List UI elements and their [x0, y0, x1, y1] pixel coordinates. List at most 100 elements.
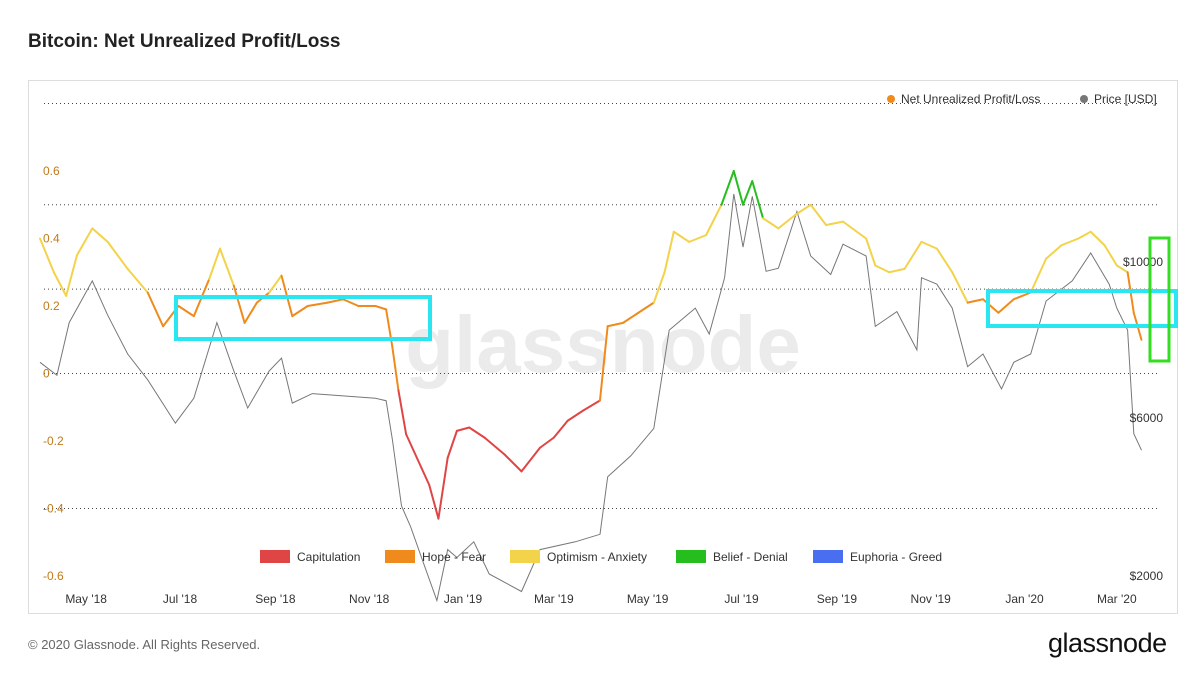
nupl-segment — [405, 433, 423, 469]
x-tick-label: Jan '20 — [1005, 592, 1044, 606]
nupl-segment — [874, 264, 891, 274]
zone-legend-swatch — [813, 550, 843, 563]
nupl-segment — [637, 301, 655, 314]
nupl-segment — [842, 220, 868, 240]
nupl-segment — [39, 237, 55, 274]
nupl-segment — [75, 227, 94, 257]
zone-legend-swatch — [260, 550, 290, 563]
legend-label[interactable]: Net Unrealized Profit/Loss — [901, 92, 1040, 106]
nupl-segment — [672, 230, 691, 243]
nupl-segment — [391, 345, 400, 392]
glassnode-logo: glassnode — [1048, 628, 1167, 658]
nupl-segment — [65, 254, 78, 297]
nupl-segment — [688, 234, 708, 243]
nupl-segment — [1045, 244, 1063, 260]
nupl-segment — [552, 419, 569, 439]
nupl-segment — [538, 436, 555, 449]
nupl-segment — [468, 426, 486, 439]
nupl-segment — [935, 247, 954, 274]
x-tick-label: Sep '19 — [817, 592, 858, 606]
nupl-segment — [306, 301, 329, 307]
nupl-segment — [374, 305, 388, 311]
zone-legend-label[interactable]: Hope - Fear — [422, 550, 486, 564]
x-tick-label: May '19 — [627, 592, 669, 606]
y-right-tick-label: $6000 — [1130, 411, 1164, 425]
nupl-segment — [146, 291, 165, 328]
nupl-segment — [762, 217, 780, 230]
nupl-segment — [446, 429, 458, 459]
nupl-segment — [598, 325, 609, 402]
nupl-segment — [503, 453, 523, 473]
nupl-segment — [1029, 257, 1048, 294]
highlight-box-march-2020 — [1148, 236, 1171, 363]
nupl-segment — [268, 274, 283, 294]
nupl-segment — [483, 436, 506, 456]
nupl-segment — [951, 271, 969, 304]
nupl-segment — [208, 247, 221, 280]
y-left-tick-label: 0 — [43, 367, 50, 381]
nupl-segment — [732, 170, 745, 206]
chart-frame — [28, 80, 1178, 614]
nupl-segment — [720, 170, 735, 206]
nupl-segment — [825, 220, 845, 226]
nupl-segment — [566, 409, 585, 422]
x-tick-label: Jul '19 — [724, 592, 759, 606]
nupl-segment — [751, 180, 765, 220]
legend-label[interactable]: Price [USD] — [1094, 92, 1157, 106]
nupl-segment — [794, 203, 812, 216]
nupl-segment — [1089, 230, 1106, 247]
nupl-segment — [622, 311, 640, 324]
nupl-segment — [1103, 244, 1118, 267]
nupl-segment — [777, 213, 797, 230]
highlight-box-2018 — [174, 295, 432, 341]
nupl-segment — [232, 284, 246, 324]
x-tick-label: Jul '18 — [163, 592, 198, 606]
page-title: Bitcoin: Net Unrealized Profit/Loss — [28, 31, 341, 52]
x-tick-label: Nov '18 — [349, 592, 390, 606]
x-tick-label: Jan '19 — [444, 592, 483, 606]
nupl-segment — [865, 237, 877, 267]
highlight-box-2020 — [986, 289, 1178, 328]
zone-legend-label[interactable]: Belief - Denial — [713, 550, 788, 564]
legend-dot — [887, 95, 895, 103]
nupl-segment — [966, 298, 985, 304]
x-tick-label: May '18 — [65, 592, 107, 606]
nupl-segment — [420, 467, 431, 486]
nupl-segment — [1012, 291, 1032, 301]
nupl-segment — [520, 446, 541, 473]
nupl-segment — [888, 267, 906, 274]
zone-legend-label[interactable]: Euphoria - Greed — [850, 550, 942, 564]
zone-legend-label[interactable]: Capitulation — [297, 550, 360, 564]
nupl-segment — [652, 271, 666, 304]
nupl-segment — [342, 298, 360, 307]
zone-legend-swatch — [385, 550, 415, 563]
nupl-segment — [291, 305, 309, 318]
legend-dot — [1080, 95, 1088, 103]
nupl-segment — [52, 271, 68, 297]
x-tick-label: Sep '18 — [255, 592, 296, 606]
nupl-segment — [1060, 237, 1080, 247]
nupl-segment — [663, 230, 675, 274]
nupl-segment — [326, 298, 345, 304]
price-line — [39, 193, 1142, 603]
y-right-tick-label: $10000 — [1123, 255, 1163, 269]
zone-legend-label[interactable]: Optimism - Anxiety — [547, 550, 647, 564]
nupl-segment — [106, 240, 129, 270]
nupl-segment — [920, 240, 938, 250]
nupl-segment — [809, 203, 828, 226]
x-tick-label: Nov '19 — [911, 592, 952, 606]
nupl-segment — [91, 227, 109, 243]
nupl-segment — [997, 298, 1015, 314]
nupl-segment — [982, 298, 1000, 314]
y-left-tick-label: 0.6 — [43, 164, 60, 178]
nupl-segment — [126, 267, 149, 294]
y-left-tick-label: 0.2 — [43, 299, 60, 313]
y-left-tick-label: -0.6 — [43, 569, 64, 583]
nupl-segment — [1115, 264, 1129, 274]
nupl-segment — [742, 180, 754, 206]
nupl-segment — [437, 456, 449, 520]
nupl-segment — [606, 321, 625, 328]
zone-legend-swatch — [510, 550, 540, 563]
nupl-segment — [243, 301, 258, 324]
